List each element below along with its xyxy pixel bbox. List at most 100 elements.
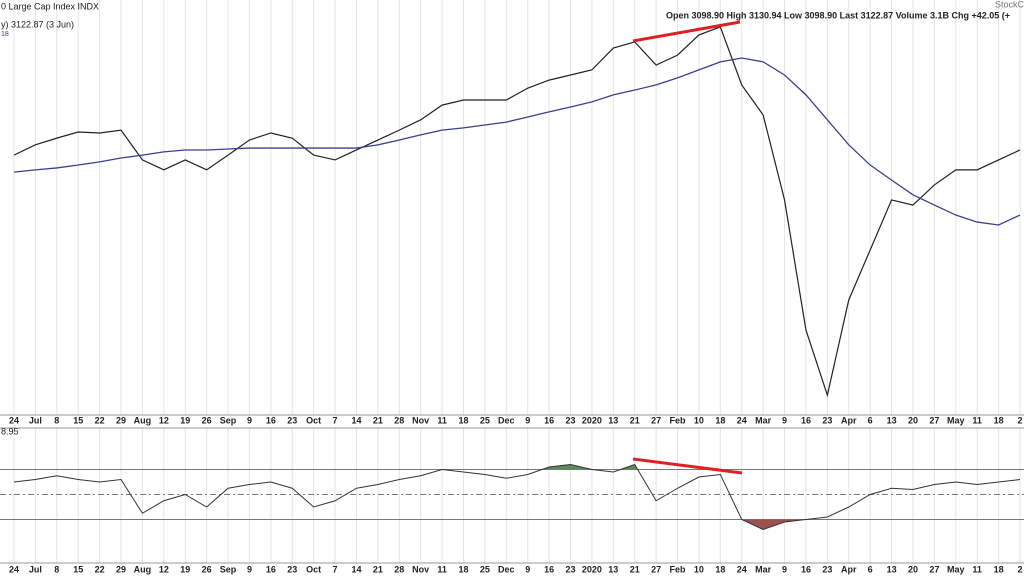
x-tick-label: 6 [868, 415, 873, 425]
x-tick-label: 13 [887, 415, 897, 425]
x-tick-label: 18 [715, 415, 725, 425]
x-tick-label: 16 [544, 415, 554, 425]
x-tick-label: Mar [755, 415, 772, 425]
x-tick-label: Jul [29, 415, 42, 425]
divergence-line [632, 20, 741, 43]
x-tick-label: 6 [868, 564, 873, 574]
x-tick-label: 13 [608, 415, 618, 425]
x-tick-label: 16 [544, 564, 554, 574]
x-tick-label: 2020 [582, 415, 602, 425]
x-tick-label: Aug [134, 564, 152, 574]
x-tick-label: 24 [9, 564, 19, 574]
plot [0, 26, 1024, 531]
series-line [13, 57, 1021, 226]
x-tick-label: 7 [333, 415, 338, 425]
x-tick-label: Apr [841, 415, 857, 425]
x-tick-label: May [947, 564, 965, 574]
x-tick-label: 23 [822, 415, 832, 425]
x-tick-label: Dec [498, 564, 515, 574]
x-tick-label: 26 [202, 415, 212, 425]
x-tick-label: Apr [841, 564, 857, 574]
x-tick-label: 25 [480, 415, 490, 425]
x-tick-label: 9 [525, 564, 530, 574]
x-tick-label: Feb [670, 415, 687, 425]
x-tick-label: 12 [159, 564, 169, 574]
x-tick-label: 9 [782, 415, 787, 425]
x-tick-label: 29 [116, 564, 126, 574]
x-tick-label: 23 [566, 564, 576, 574]
divergence-line [632, 457, 743, 475]
x-tick-label: 2 [1017, 415, 1022, 425]
x-tick-label: 18 [458, 564, 468, 574]
x-tick-label: Mar [755, 564, 772, 574]
x-tick-label: 16 [801, 415, 811, 425]
x-tick-label: 24 [9, 415, 19, 425]
x-tick-label: 9 [247, 415, 252, 425]
x-tick-label: Dec [498, 415, 515, 425]
x-tick-label: 18 [458, 415, 468, 425]
x-tick-label: 8 [54, 564, 59, 574]
x-tick-label: 16 [266, 415, 276, 425]
x-tick-label: Oct [306, 415, 321, 425]
x-tick-label: 23 [287, 564, 297, 574]
x-tick-label: May [947, 415, 965, 425]
x-tick-label: 12 [159, 415, 169, 425]
x-tick-label: 7 [333, 564, 338, 574]
x-tick-label: 20 [908, 564, 918, 574]
x-tick-label: 19 [180, 564, 190, 574]
x-tick-label: Aug [134, 415, 152, 425]
x-tick-label: 27 [929, 564, 939, 574]
x-tick-label: 19 [180, 415, 190, 425]
x-tick-label: 18 [994, 415, 1004, 425]
x-tick-label: Oct [306, 564, 321, 574]
x-tick-label: Sep [220, 415, 237, 425]
x-tick-label: 10 [694, 415, 704, 425]
x-tick-label: 18 [994, 564, 1004, 574]
ma-label: 18 [1, 31, 9, 38]
x-tick-label: 11 [437, 415, 447, 425]
x-tick-label: 24 [737, 415, 747, 425]
x-tick-label: 11 [437, 564, 447, 574]
x-tick-label: 14 [351, 415, 361, 425]
x-tick-label: 29 [116, 415, 126, 425]
indicator-line [13, 463, 1021, 531]
x-tick-label: 9 [782, 564, 787, 574]
x-tick-label: Jul [29, 564, 42, 574]
quote: Open 3098.90 High 3130.94 Low 3098.90 La… [666, 10, 1010, 20]
x-tick-label: 27 [651, 415, 661, 425]
x-tick-label: 15 [73, 415, 83, 425]
x-tick-label: 10 [694, 564, 704, 574]
x-tick-label: 23 [822, 564, 832, 574]
x-tick-label: 22 [95, 564, 105, 574]
oversold-area [14, 519, 1020, 530]
x-tick-label: 11 [972, 415, 982, 425]
x-tick-label: 22 [95, 415, 105, 425]
x-tick-label: 16 [266, 564, 276, 574]
x-tick-label: 15 [73, 564, 83, 574]
x-tick-label: Feb [670, 564, 687, 574]
x-tick-label: 2 [1017, 564, 1022, 574]
x-tick-label: 8 [54, 415, 59, 425]
subtitle: y) 3122.87 (3 Jun) [1, 19, 74, 29]
x-tick-label: 27 [651, 564, 661, 574]
x-tick-label: 16 [801, 564, 811, 574]
indicator-label: 8.95 [1, 426, 19, 436]
x-tick-label: 14 [351, 564, 361, 574]
x-tick-label: 23 [287, 415, 297, 425]
x-tick-label: 21 [373, 564, 383, 574]
chart-title: 0 Large Cap Index INDX [1, 1, 99, 11]
x-tick-label: Nov [412, 564, 429, 574]
x-tick-label: 23 [566, 415, 576, 425]
grid [13, 0, 1021, 563]
x-tick-label: 13 [887, 564, 897, 574]
x-tick-label: 18 [715, 564, 725, 574]
x-tick-label: 21 [630, 564, 640, 574]
x-tick-label: 11 [972, 564, 982, 574]
series-line [13, 26, 1021, 398]
watermark: StockC [995, 0, 1024, 9]
x-tick-label: 20 [908, 415, 918, 425]
x-tick-label: 21 [630, 415, 640, 425]
x-tick-label: 27 [929, 415, 939, 425]
x-tick-label: 13 [608, 564, 618, 574]
